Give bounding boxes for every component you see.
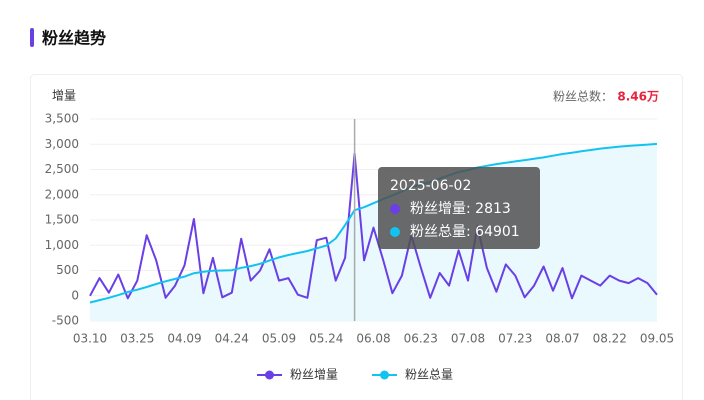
y-tick-label: -500 — [52, 314, 79, 328]
legend-dot — [380, 370, 389, 380]
x-tick-label: 08.07 — [545, 332, 579, 346]
x-tick-label: 08.22 — [593, 332, 627, 346]
tooltip-sep: : — [466, 201, 475, 217]
y-tick-label: 2,000 — [45, 187, 79, 201]
x-tick-label: 07.08 — [451, 332, 485, 346]
tooltip-date: 2025-06-02 — [390, 178, 471, 194]
tooltip-dot — [390, 227, 400, 237]
tooltip-name: 粉丝总量 — [410, 224, 466, 240]
x-tick-label: 06.08 — [356, 332, 390, 346]
y-tick-label: 500 — [56, 263, 79, 277]
total-value: 8.46万 — [617, 90, 659, 104]
legend-label: 粉丝增量 — [290, 368, 338, 382]
page-title: 粉丝趋势 — [42, 29, 106, 48]
x-tick-label: 04.09 — [167, 332, 201, 346]
series-line — [89, 152, 658, 300]
tooltip-sep: : — [466, 224, 475, 240]
tooltip-value: 64901 — [475, 224, 520, 240]
tooltip-name: 粉丝增量 — [410, 201, 466, 217]
x-tick-label: 09.05 — [640, 332, 674, 346]
x-tick-label: 03.10 — [73, 332, 107, 346]
x-tick-label: 07.23 — [498, 332, 532, 346]
tooltip-box — [378, 167, 540, 249]
tooltip-row: 粉丝增量: 2813 — [410, 201, 511, 217]
x-tick-label: 05.09 — [262, 332, 296, 346]
y-tick-label: 1,000 — [45, 238, 79, 252]
y-tick-label: 2,500 — [45, 162, 79, 176]
legend-dot — [265, 370, 274, 380]
x-tick-label: 06.23 — [404, 332, 438, 346]
tooltip-value: 2813 — [475, 201, 511, 217]
tooltip-dot — [390, 204, 400, 214]
tooltip: 2025-06-02 粉丝增量: 2813 粉丝总量: 64901 — [378, 167, 540, 249]
legend-label: 粉丝总量 — [405, 368, 453, 382]
y-tick-label: 3,000 — [45, 137, 79, 151]
title-accent — [30, 28, 34, 47]
series-line — [89, 142, 658, 304]
y-axis-label: 增量 — [52, 89, 76, 103]
total-label: 粉丝总数： — [553, 89, 613, 104]
x-tick-label: 03.25 — [120, 332, 154, 346]
y-tick-label: 3,500 — [45, 112, 79, 126]
y-tick-label: 0 — [71, 288, 79, 302]
y-tick-label: 1,500 — [45, 213, 79, 227]
tooltip-row: 粉丝总量: 64901 — [410, 224, 520, 240]
x-tick-label: 04.24 — [215, 332, 249, 346]
x-tick-label: 05.24 — [309, 332, 343, 346]
